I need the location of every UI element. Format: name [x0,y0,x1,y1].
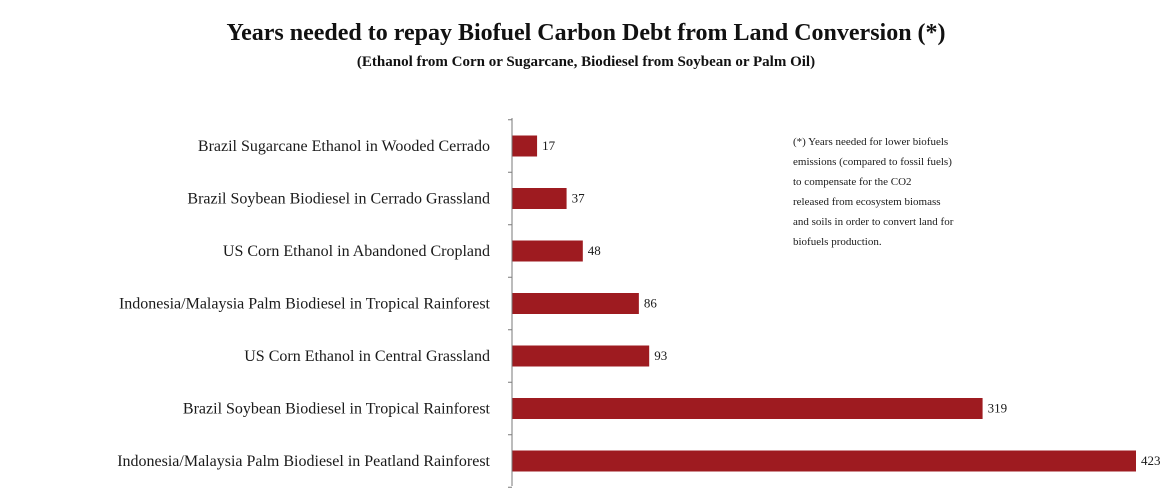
bar [512,293,639,314]
footnote-line: to compensate for the CO2 [793,176,912,188]
data-label: 86 [644,296,658,311]
chart-title: Years needed to repay Biofuel Carbon Deb… [226,20,945,46]
category-label: US Corn Ethanol in Central Grassland [244,348,490,365]
footnote: (*) Years needed for lower biofuels emiss… [793,136,954,248]
bar [512,188,567,209]
bar [512,398,983,419]
data-label: 37 [572,191,586,206]
category-label: Indonesia/Malaysia Palm Biodiesel in Pea… [117,453,490,470]
data-label: 319 [988,401,1008,416]
footnote-line: released from ecosystem biomass [793,196,941,208]
bar [512,345,650,367]
bars-group: Brazil Sugarcane Ethanol in Wooded Cerra… [117,119,1161,488]
category-label: Brazil Soybean Biodiesel in Cerrado Gras… [187,191,490,208]
data-label: 17 [542,138,556,153]
category-label: US Corn Ethanol in Abandoned Cropland [223,243,490,260]
category-label: Brazil Sugarcane Ethanol in Wooded Cerra… [198,138,490,155]
chart-subtitle: (Ethanol from Corn or Sugarcane, Biodies… [357,54,815,70]
data-label: 423 [1141,453,1161,468]
data-label: 48 [588,243,601,258]
category-label: Brazil Soybean Biodiesel in Tropical Rai… [183,401,491,418]
footnote-line: (*) Years needed for lower biofuels [793,136,948,148]
footnote-line: biofuels production. [793,236,882,248]
bar [512,135,538,157]
category-label: Indonesia/Malaysia Palm Biodiesel in Tro… [119,296,491,313]
data-label: 93 [654,348,667,363]
bar [512,450,1136,472]
footnote-line: and soils in order to convert land for [793,216,954,228]
footnote-line: emissions (compared to fossil fuels) [793,156,952,168]
bar [512,240,583,262]
